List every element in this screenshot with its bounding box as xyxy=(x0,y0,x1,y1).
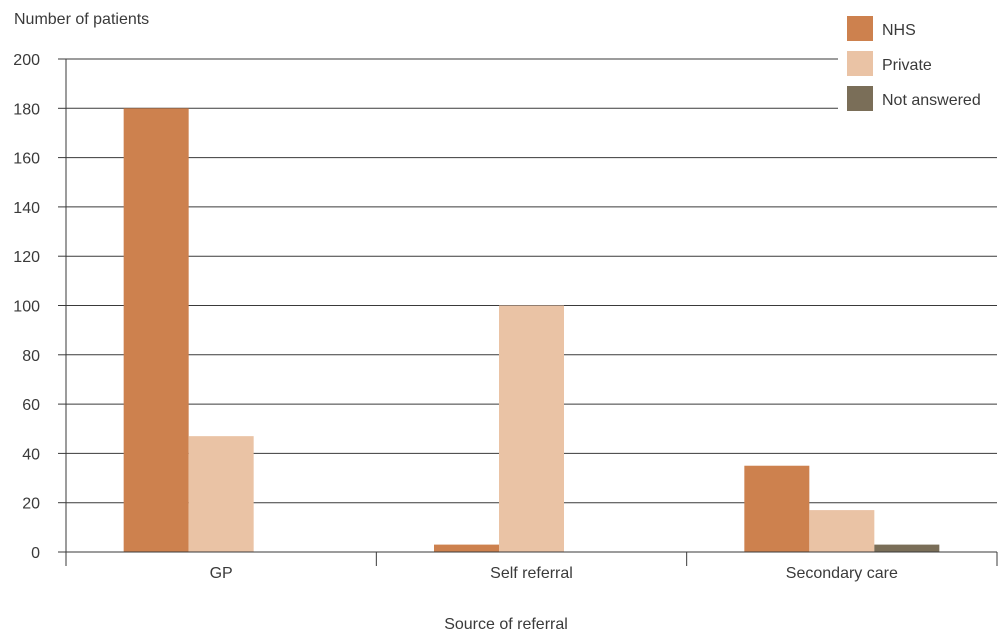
bar-private-self-referral xyxy=(499,305,564,552)
x-axis-title: Source of referral xyxy=(444,616,568,632)
bars xyxy=(123,108,940,553)
axes xyxy=(65,59,997,553)
x-tick-labels: GP Self referral Secondary care xyxy=(210,565,898,582)
legend: NHS Private Not answered xyxy=(838,6,1001,118)
y-tick-labels: 0 20 40 60 80 100 120 140 160 180 200 xyxy=(13,52,40,562)
x-tick-label: Secondary care xyxy=(786,565,898,582)
y-tick-label: 120 xyxy=(13,249,40,266)
y-tick-label: 100 xyxy=(13,299,40,316)
bar-nhs-self-referral xyxy=(434,544,499,552)
x-tick-label: Self referral xyxy=(490,565,573,582)
legend-swatch xyxy=(847,51,873,76)
y-tick-label: 60 xyxy=(22,397,40,414)
legend-swatch xyxy=(847,16,873,41)
y-tick-label: 80 xyxy=(22,348,40,365)
bar-nhs-gp xyxy=(123,108,189,553)
legend-label: Private xyxy=(882,57,932,74)
y-axis-title: Number of patients xyxy=(14,11,149,28)
bar-private-secondary-care xyxy=(809,510,875,552)
legend-swatch xyxy=(847,86,873,111)
y-tick-label: 20 xyxy=(22,496,40,513)
bar-private-gp xyxy=(188,436,254,552)
y-tick-label: 140 xyxy=(13,200,40,217)
y-tick-label: 160 xyxy=(13,151,40,168)
y-tick-label: 180 xyxy=(13,101,40,118)
legend-label: NHS xyxy=(882,22,916,39)
x-tick-label: GP xyxy=(210,565,233,582)
y-tick-label: 40 xyxy=(22,446,40,463)
legend-label: Not answered xyxy=(882,92,981,109)
bar-nhs-secondary-care xyxy=(744,465,810,552)
y-tick-label: 200 xyxy=(13,52,40,69)
bar-not-answered-secondary-care xyxy=(874,544,940,552)
y-tick-label: 0 xyxy=(31,545,40,562)
